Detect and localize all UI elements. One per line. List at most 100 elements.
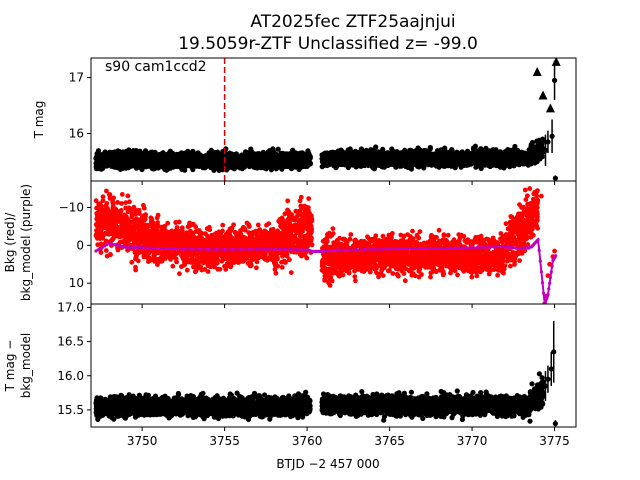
data-point	[140, 223, 145, 229]
data-point	[107, 192, 112, 197]
data-point	[191, 155, 198, 161]
data-point	[527, 152, 534, 158]
data-point	[94, 216, 100, 222]
data-point	[221, 158, 227, 164]
data-point	[489, 162, 495, 168]
data-point	[163, 249, 169, 255]
data-point	[153, 230, 159, 235]
data-point	[380, 148, 386, 154]
data-point	[193, 243, 199, 248]
data-point	[186, 233, 192, 238]
data-point	[165, 220, 171, 226]
data-point	[192, 235, 198, 241]
data-point	[131, 158, 137, 164]
data-point	[184, 244, 190, 249]
data-point	[332, 155, 338, 161]
data-point	[133, 238, 139, 244]
data-point	[233, 160, 240, 166]
data-point	[539, 139, 545, 145]
data-point	[104, 253, 110, 259]
data-point	[226, 150, 233, 156]
data-point	[429, 156, 435, 162]
data-point	[119, 225, 124, 231]
data-point	[138, 229, 144, 234]
data-point	[196, 265, 202, 271]
data-point	[393, 151, 399, 157]
data-point	[114, 155, 120, 162]
data-point	[100, 234, 105, 240]
data-point	[479, 156, 485, 162]
data-point	[134, 248, 140, 254]
data-point	[159, 227, 165, 233]
data-point	[160, 231, 166, 237]
data-point	[117, 213, 123, 219]
data-point	[175, 228, 181, 234]
data-point	[256, 163, 262, 169]
data-point	[260, 159, 266, 165]
data-point	[162, 237, 168, 242]
data-point	[138, 249, 144, 255]
data-point	[195, 161, 201, 167]
data-point	[150, 149, 156, 155]
data-point	[228, 158, 234, 164]
data-point	[123, 235, 129, 241]
data-point	[124, 158, 130, 164]
data-point	[159, 153, 165, 159]
data-point	[275, 146, 281, 152]
data-point	[95, 148, 102, 154]
data-point	[127, 236, 133, 242]
data-point	[102, 211, 108, 216]
data-point	[177, 163, 183, 169]
data-point	[286, 161, 292, 167]
data-point	[172, 254, 177, 260]
figure-title-line1: AT2025fec ZTF25aajnjui	[250, 12, 455, 32]
data-point	[278, 155, 284, 161]
data-point	[151, 159, 157, 165]
data-point	[527, 147, 534, 153]
data-point	[290, 153, 296, 159]
data-point	[296, 166, 302, 172]
data-point	[443, 163, 449, 169]
data-point	[322, 161, 328, 167]
data-point	[93, 233, 99, 239]
data-point	[133, 267, 139, 273]
data-point	[297, 150, 304, 156]
data-point	[198, 254, 204, 260]
data-point	[530, 156, 536, 162]
data-point	[181, 252, 187, 258]
data-point-cloud	[93, 136, 546, 173]
y-tick-label: 17	[69, 71, 84, 85]
data-point	[234, 155, 240, 161]
data-point	[373, 144, 379, 150]
data-point	[97, 201, 103, 207]
data-point	[155, 262, 160, 267]
data-point	[109, 219, 114, 224]
data-point	[549, 133, 555, 139]
data-point	[306, 157, 312, 163]
data-point	[93, 166, 99, 172]
data-point	[238, 153, 244, 160]
data-point	[537, 145, 543, 151]
data-point	[132, 223, 138, 229]
data-point	[117, 161, 123, 167]
data-point	[301, 157, 307, 163]
data-point	[141, 254, 147, 260]
data-point	[148, 215, 154, 221]
data-point	[512, 143, 518, 150]
data-point	[139, 152, 145, 158]
data-point	[408, 166, 414, 172]
data-point	[93, 198, 99, 204]
data-point	[193, 229, 199, 234]
data-point	[268, 167, 274, 173]
y-tick-label: 16	[69, 126, 84, 140]
data-point	[149, 248, 154, 254]
data-point	[179, 235, 185, 240]
data-point	[164, 154, 170, 160]
data-point	[542, 147, 549, 153]
data-point	[414, 151, 420, 157]
data-point	[529, 143, 535, 149]
y-axis-label: T mag	[32, 101, 46, 140]
upper-limit-triangle	[538, 90, 548, 100]
data-point	[263, 166, 269, 172]
data-point	[205, 269, 211, 274]
